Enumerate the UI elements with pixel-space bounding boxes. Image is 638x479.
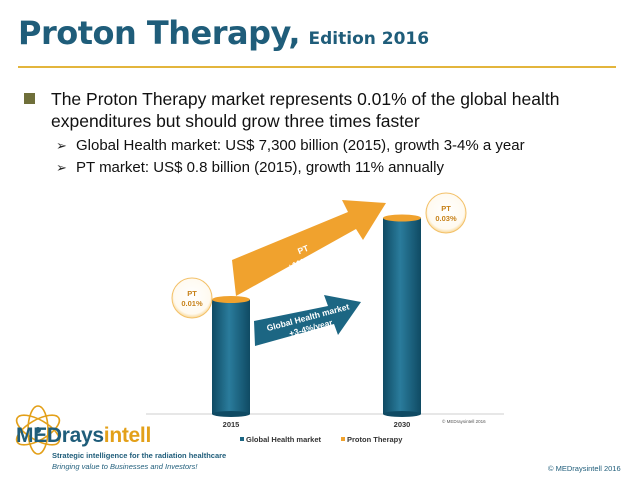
logo-accent-text: intell — [103, 424, 152, 447]
share-bubble — [425, 192, 467, 234]
bubble-label: PT — [187, 289, 197, 298]
legend-swatch — [240, 437, 244, 441]
sub-bullet-global: ➢ Global Health market: US$ 7,300 billion… — [56, 137, 525, 154]
square-bullet-icon — [24, 93, 35, 104]
logo-main-text: MEDrays — [16, 424, 104, 447]
bubble-share-label: 0.03% — [435, 214, 457, 223]
copyright-notice: © MEDraysintell 2016 — [548, 464, 621, 473]
global-health-bar — [383, 218, 421, 414]
pt-growth-arrow — [232, 200, 386, 296]
sub-bullet-text: Global Health market: US$ 7,300 billion … — [76, 137, 525, 154]
brand-logo: MEDraysintell — [16, 424, 151, 448]
main-bullet: The Proton Therapy market represents 0.0… — [22, 88, 622, 132]
tagline-strategic: Strategic intelligence for the radiation… — [52, 451, 227, 460]
legend-label: Global Health market — [246, 435, 322, 444]
x-tick-label: 2015 — [223, 420, 240, 429]
atom-logo-icon — [15, 405, 61, 455]
sub-bullet-text: PT market: US$ 0.8 billion (2015), growt… — [76, 159, 444, 176]
arrow-label: PT — [296, 243, 311, 257]
proton-therapy-cap — [383, 214, 421, 222]
sub-bullet-pt: ➢ PT market: US$ 0.8 billion (2015), grow… — [56, 159, 444, 176]
page-title: Proton Therapy, — [18, 14, 301, 52]
legend-label: Proton Therapy — [347, 435, 403, 444]
bar-base — [383, 411, 421, 417]
global-growth-arrow — [254, 295, 361, 346]
bubble-label: PT — [441, 204, 451, 213]
bubble-share-label: 0.01% — [181, 299, 203, 308]
share-bubble — [171, 277, 213, 319]
arrow-bullet-icon: ➢ — [56, 160, 67, 175]
proton-therapy-cap — [212, 296, 250, 304]
title-row: Proton Therapy, Edition 2016 — [18, 14, 429, 52]
x-tick-label: 2030 — [394, 420, 411, 429]
main-bullet-text: The Proton Therapy market represents 0.0… — [51, 89, 560, 131]
bar-base — [212, 411, 250, 417]
tagline-value: Bringing value to Businesses and Investo… — [52, 462, 198, 471]
global-health-bar — [212, 299, 250, 414]
legend-swatch — [341, 437, 345, 441]
page-subtitle: Edition 2016 — [308, 29, 430, 49]
title-divider — [18, 66, 616, 68]
arrow-bullet-icon: ➢ — [56, 138, 67, 153]
chart-watermark: © MEDraysintell 2016 — [442, 418, 486, 424]
